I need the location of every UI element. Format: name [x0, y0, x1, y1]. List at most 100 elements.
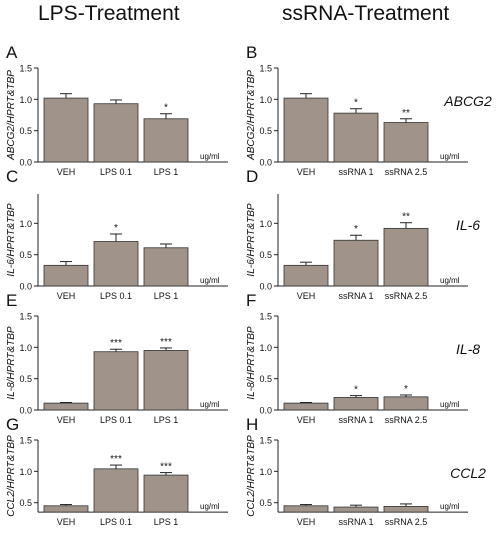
panel-e-category-label: LPS 0.1: [100, 415, 132, 425]
panel-f-significance: *: [404, 384, 408, 395]
panel-c-bar: [93, 241, 139, 287]
panel-f-unit-label: ug/ml: [440, 400, 460, 409]
panel-c-category-label: LPS 0.1: [100, 291, 132, 301]
panel-d-y-tick-label: 0.5: [259, 250, 272, 260]
panel-b-category-label: ssRNA 1: [338, 167, 373, 177]
panel-b-unit-label: ug/ml: [440, 152, 460, 161]
panel-e-category-label: LPS 1: [154, 415, 179, 425]
panel-d-y-label: IL-6/HPRT&TBP: [246, 203, 257, 276]
panel-a-category-label: LPS 0.1: [100, 167, 132, 177]
panel-g-y-label: CCL2/HPRT&TBP: [6, 435, 17, 517]
panel-g-significance: ***: [160, 462, 172, 473]
panel-g-bar: [93, 468, 139, 513]
panel-e-y-tick-label: 0.0: [19, 406, 32, 416]
panel-c-y-tick-label: 0.5: [19, 250, 32, 260]
panel-f-y-tick-label: 0.0: [259, 406, 272, 416]
panel-g-letter: G: [6, 415, 19, 434]
gene-label-ccl2: CCL2: [450, 465, 486, 481]
panel-b-category-label: VEH: [297, 167, 316, 177]
panel-b-y-tick-label: 1.0: [259, 95, 272, 105]
panel-g-bar: [43, 505, 89, 513]
panel-f-bar: [333, 397, 379, 411]
panel-c-y-tick-label: 1.0: [19, 219, 32, 229]
panel-h-letter: H: [246, 415, 258, 434]
panel-a-letter: A: [6, 43, 18, 62]
gene-label-abcg2: ABCG2: [443, 93, 492, 109]
panel-g-significance: ***: [110, 454, 122, 465]
panel-a-unit-label: ug/ml: [200, 152, 220, 161]
panel-d-category-label: VEH: [297, 291, 316, 301]
panel-e-bar: [143, 350, 189, 411]
panel-f-letter: F: [246, 291, 256, 310]
panel-c-significance: *: [114, 223, 118, 234]
panel-d-letter: D: [246, 167, 258, 186]
panel-h-bar: [383, 506, 429, 513]
panel-g-category-label: LPS 1: [154, 517, 179, 527]
panel-c-y-tick-label: 0.0: [19, 282, 32, 292]
panel-d-significance: *: [354, 224, 358, 235]
panel-f-significance: *: [354, 385, 358, 396]
panel-a-y-tick-label: 1.0: [19, 95, 32, 105]
panel-f-y-tick-label: 1.0: [259, 343, 272, 353]
panel-b-bar: [283, 97, 329, 163]
panel-d-bar: [333, 239, 379, 287]
panel-h-y-tick-label: 1.5: [259, 436, 272, 446]
column-title-lps: LPS-Treatment: [38, 2, 180, 25]
panel-a-bar: [143, 118, 189, 163]
panel-g-y-tick-label: 1.5: [19, 436, 32, 446]
panel-d-significance: **: [402, 212, 410, 223]
panel-f-category-label: ssRNA 2.5: [385, 415, 428, 425]
panel-c-bar: [43, 264, 89, 287]
panel-e-unit-label: ug/ml: [200, 400, 220, 409]
panel-a-y-tick-label: 0.5: [19, 126, 32, 136]
panel-b-significance: **: [402, 108, 410, 119]
panel-d-bar: [383, 227, 429, 287]
panel-b-y-label: ABCG2/HPRT&TBP: [246, 70, 257, 161]
panel-b-category-label: ssRNA 2.5: [385, 167, 428, 177]
panel-e-bar: [43, 402, 89, 411]
panel-f-category-label: ssRNA 1: [338, 415, 373, 425]
panel-b-letter: B: [246, 43, 257, 62]
panel-b-bar: [383, 122, 429, 163]
panel-a-significance: *: [164, 103, 168, 114]
panel-e-significance: ***: [110, 338, 122, 349]
panel-h-category-label: VEH: [297, 517, 316, 527]
panel-b-y-tick-label: 0.0: [259, 158, 272, 168]
panel-a-bar: [43, 97, 89, 163]
panel-g-y-tick-label: 0.5: [19, 498, 32, 508]
panel-e-y-tick-label: 0.5: [19, 374, 32, 384]
panel-e-y-tick-label: 1.0: [19, 343, 32, 353]
panel-b-bar: [333, 112, 379, 163]
panel-a-category-label: VEH: [57, 167, 76, 177]
panel-h-unit-label: ug/ml: [440, 502, 460, 511]
panel-e-letter: E: [6, 291, 17, 310]
panel-g-unit-label: ug/ml: [200, 502, 220, 511]
panel-e-significance: ***: [160, 337, 172, 348]
panel-h-category-label: ssRNA 1: [338, 517, 373, 527]
panel-a-y-tick-label: 1.5: [19, 64, 32, 74]
panel-h-y-tick-label: 0.5: [259, 498, 272, 508]
panel-h-y-label: CCL2/HPRT&TBP: [246, 435, 257, 517]
panel-c-letter: C: [6, 167, 18, 186]
panel-c-category-label: VEH: [57, 291, 76, 301]
panel-h-bar: [283, 505, 329, 513]
panel-f-y-label: IL-8/HPRT&TBP: [246, 326, 257, 399]
panel-f-y-tick-label: 0.5: [259, 374, 272, 384]
panel-d-bar: [283, 264, 329, 287]
panel-f-bar: [283, 402, 329, 411]
gene-label-il-6: IL-6: [456, 217, 480, 233]
panel-b-significance: *: [354, 98, 358, 109]
panel-h-bar: [333, 506, 379, 513]
panel-b-y-tick-label: 0.5: [259, 126, 272, 136]
panel-b-y-tick-label: 1.5: [259, 64, 272, 74]
panel-c-unit-label: ug/ml: [200, 276, 220, 285]
panel-f-category-label: VEH: [297, 415, 316, 425]
gene-label-il-8: IL-8: [456, 341, 480, 357]
panel-g-category-label: VEH: [57, 517, 76, 527]
panel-d-unit-label: ug/ml: [440, 276, 460, 285]
panel-h-category-label: ssRNA 2.5: [385, 517, 428, 527]
panel-d-category-label: ssRNA 2.5: [385, 291, 428, 301]
panel-g-y-tick-label: 1.0: [19, 467, 32, 477]
column-title-ssrna: ssRNA-Treatment: [282, 2, 450, 25]
